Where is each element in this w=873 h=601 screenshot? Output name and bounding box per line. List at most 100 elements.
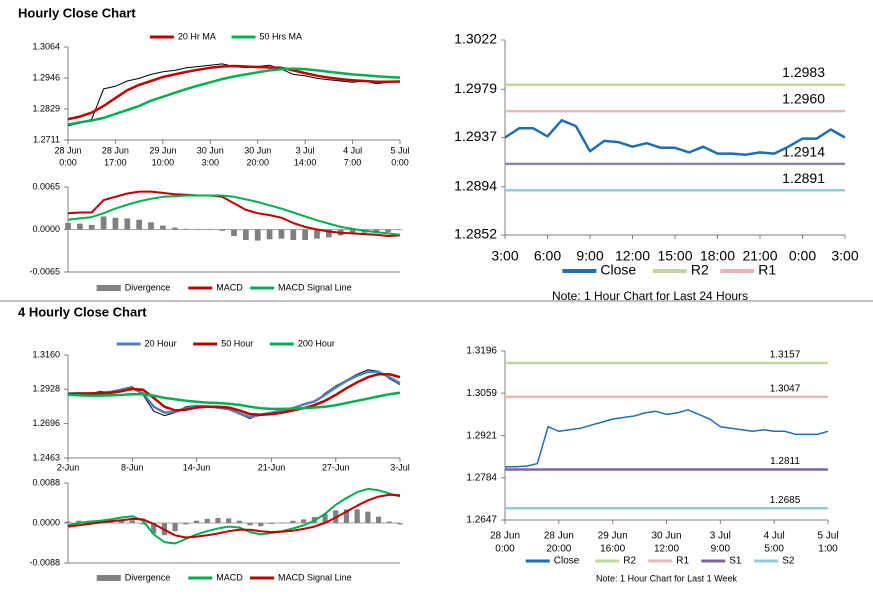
divergence-bar [290, 229, 297, 240]
legend-label: R1 [676, 556, 689, 567]
divergence-bar [183, 523, 189, 525]
y-tick-label: 0.0000 [32, 517, 60, 527]
divergence-bar [88, 224, 95, 230]
legend-label: Divergence [125, 282, 171, 292]
x-tick-label: 17:00 [104, 157, 127, 167]
y-tick-label: 1.2937 [454, 128, 497, 144]
divergence-bar [322, 513, 328, 523]
series-line [67, 190, 401, 237]
divergence-bar [397, 229, 403, 231]
y-tick-label: 1.2921 [466, 430, 497, 441]
legend-label: Close [554, 556, 580, 567]
level-label: 1.3047 [770, 384, 801, 395]
legend-label: 200 Hour [298, 338, 335, 348]
divergence-bar [65, 521, 71, 523]
legend-swatch [96, 285, 121, 291]
series-line [67, 493, 401, 539]
divergence-bar [301, 519, 307, 523]
x-tick-label: 9:00 [711, 544, 731, 555]
x-tick-label: 29 Jun [598, 531, 628, 542]
x-tick-label: 5 Jul [390, 145, 409, 155]
section-title: 4 Hourly Close Chart [18, 304, 147, 319]
divergence-bar [314, 229, 320, 239]
divergence-bar [100, 216, 107, 230]
divergence-bar [279, 522, 285, 524]
legend-label: 50 Hrs MA [260, 31, 303, 41]
x-tick-label: 30 Jun [197, 145, 224, 155]
legend-label: S1 [729, 556, 742, 567]
x-tick-label: 4 Jul [343, 145, 362, 155]
x-tick-label: 0:00 [495, 544, 515, 555]
x-tick-label: 30 Jun [651, 531, 681, 542]
x-tick-label: 3:00 [831, 248, 858, 264]
series-line [67, 64, 401, 121]
x-tick-label: 28 Jun [490, 531, 520, 542]
divergence-bar [148, 222, 154, 230]
divergence-bar [385, 229, 392, 233]
y-tick-label: 1.2852 [454, 226, 497, 242]
divergence-bar [151, 523, 157, 534]
y-tick-label: 1.2711 [33, 134, 60, 144]
divergence-bar [375, 516, 382, 523]
divergence-bar [349, 229, 356, 235]
divergence-bar [207, 229, 214, 230]
y-tick-label: 1.2647 [466, 515, 497, 526]
legend-label: MACD [216, 282, 243, 292]
legend-label: 50 Hour [221, 338, 253, 348]
x-tick-label: 5:00 [764, 544, 784, 555]
level-label: 1.2811 [770, 456, 800, 467]
divergence-bar [172, 523, 178, 532]
x-tick-label: 8-Jun [121, 462, 144, 472]
divergence-bar [204, 518, 210, 523]
divergence-bar [215, 518, 221, 523]
series-line [67, 391, 401, 411]
divergence-bar [219, 229, 226, 231]
divergence-bar [195, 229, 202, 230]
x-tick-label: 21-Jun [258, 462, 286, 472]
chart-note: Note: 1 Hour Chart for Last 1 Week [596, 573, 737, 583]
divergence-bar [247, 523, 253, 526]
x-tick-label: 0:00 [789, 248, 816, 264]
x-tick-label: 2-Jun [57, 462, 80, 472]
x-tick-label: 28 Jun [54, 145, 81, 155]
x-tick-label: 28 Jun [544, 531, 574, 542]
divergence-bar [140, 523, 146, 525]
x-tick-label: 12:00 [654, 544, 679, 555]
legend-label: Close [600, 262, 636, 278]
x-tick-label: 16:00 [600, 544, 625, 555]
y-tick-label: 1.2463 [32, 452, 60, 462]
divergence-bar [365, 511, 371, 523]
x-tick-label: 27-Jun [322, 462, 350, 472]
divergence-bar [278, 229, 285, 239]
x-tick-label: 4 Jul [764, 531, 785, 542]
y-tick-label: 1.2979 [454, 80, 497, 96]
x-tick-label: 20:00 [546, 544, 571, 555]
divergence-bar [136, 219, 143, 230]
divergence-bar [171, 227, 178, 230]
y-tick-label: 1.2928 [32, 384, 60, 394]
x-tick-label: 30 Jun [244, 145, 271, 155]
x-tick-label: 15:00 [657, 248, 692, 264]
x-tick-label: 28 Jun [102, 145, 129, 155]
y-tick-label: 1.3059 [466, 388, 497, 399]
x-tick-label: 14-Jun [183, 462, 211, 472]
x-tick-label: 0:00 [391, 157, 409, 167]
y-tick-label: 1.2894 [454, 178, 497, 194]
series-line [67, 372, 401, 417]
y-tick-label: 1.3064 [32, 41, 60, 51]
series-line [504, 119, 846, 156]
legend-label: 20 Hr MA [178, 31, 216, 41]
y-tick-label: 1.3022 [454, 31, 497, 47]
legend-label: S2 [782, 556, 795, 567]
x-tick-label: 9:00 [576, 248, 603, 264]
x-tick-label: 1:00 [818, 544, 838, 555]
divergence-bar [242, 229, 249, 240]
y-tick-label: 1.2784 [466, 472, 497, 483]
x-tick-label: 3 Jul [710, 531, 731, 542]
divergence-bar [183, 228, 190, 230]
series-line [67, 487, 401, 545]
x-tick-label: 3:00 [491, 248, 518, 264]
divergence-bar [231, 229, 237, 237]
x-tick-label: 7:00 [344, 157, 362, 167]
divergence-bar [268, 523, 275, 524]
